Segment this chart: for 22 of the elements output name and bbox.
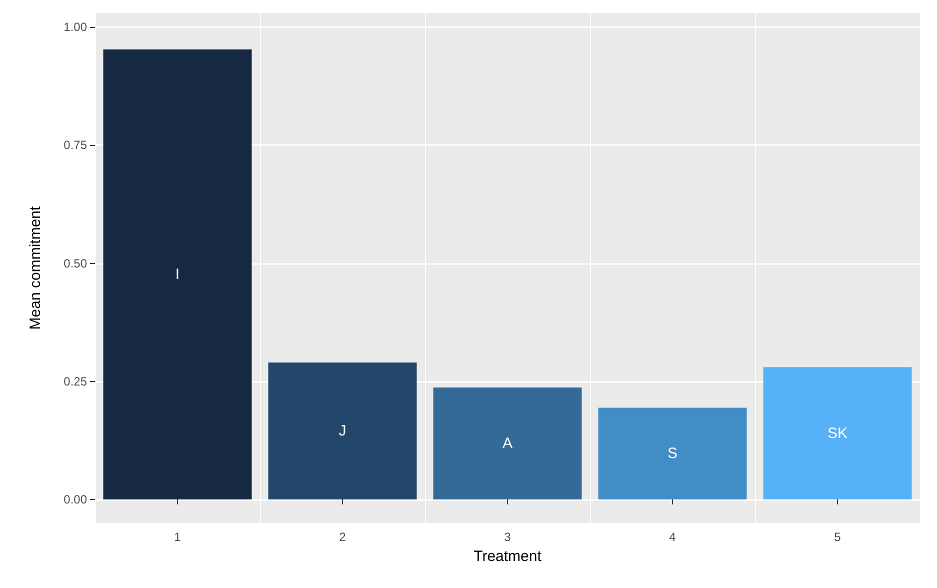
y-tick-label: 0.00 [64, 492, 88, 506]
bar [433, 387, 582, 500]
y-tick-label: 0.25 [64, 374, 88, 388]
y-tick-label: 0.50 [64, 256, 88, 270]
annotation: I [175, 266, 180, 283]
x-tick-label: 5 [834, 530, 842, 544]
bar [103, 49, 252, 500]
y-tick-label: 1.00 [64, 20, 88, 34]
annotation: S [667, 445, 678, 462]
x-tick-label: 4 [669, 530, 676, 544]
x-axis-title: Treatment [474, 548, 542, 565]
y-tick-label: 0.75 [64, 138, 88, 152]
bar [598, 408, 747, 500]
bar [268, 362, 417, 500]
x-tick-label: 3 [504, 530, 512, 544]
annotation: A [502, 434, 513, 452]
x-tick-label: 1 [174, 530, 182, 544]
bar [763, 367, 912, 500]
annotation: J [338, 422, 346, 440]
annotation: SK [827, 424, 848, 442]
x-tick-label: 2 [339, 530, 346, 544]
y-axis-title: Mean commitment [27, 205, 44, 330]
